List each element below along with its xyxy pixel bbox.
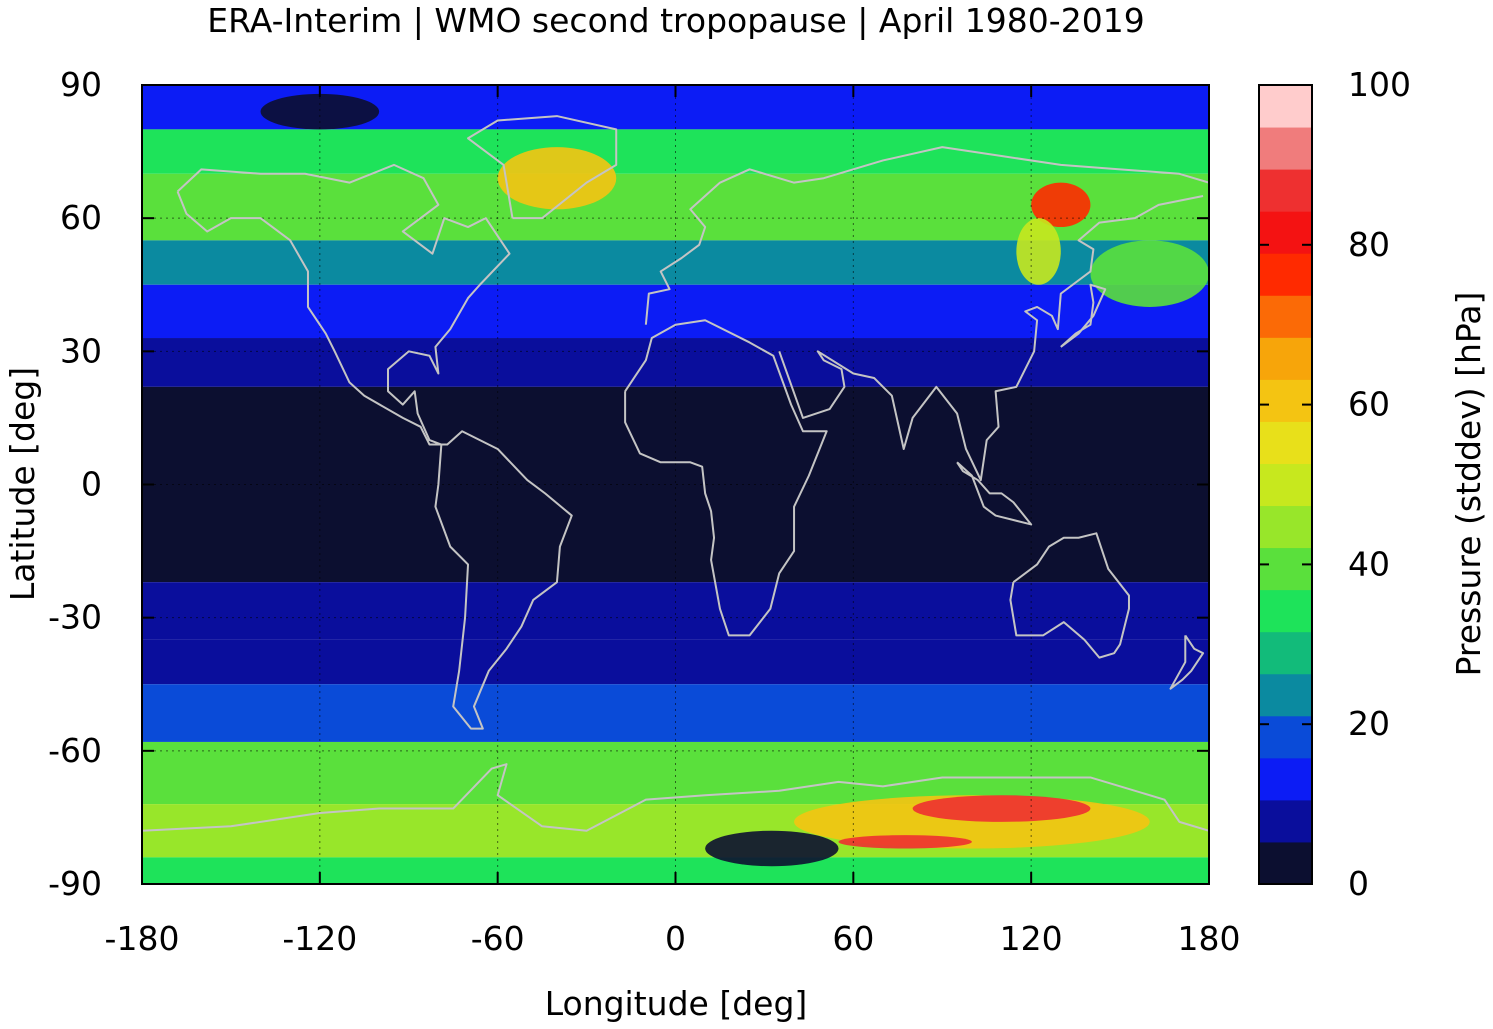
heat-region-2 xyxy=(1016,218,1061,285)
colorbar-swatch xyxy=(1259,127,1312,170)
y-axis: 90 60 30 0 -30 -60 -90 xyxy=(48,65,1209,903)
colorbar-swatch xyxy=(1259,799,1312,843)
colorbar-swatch xyxy=(1259,169,1312,212)
x-tick-label: -60 xyxy=(471,919,525,958)
x-tick-label: 120 xyxy=(1000,919,1063,958)
colorbar-tick-label: 100 xyxy=(1348,65,1411,104)
colorbar-tick-label: 0 xyxy=(1348,864,1369,903)
colorbar-swatch xyxy=(1259,631,1312,675)
colorbar-swatch xyxy=(1259,505,1312,549)
y-tick-label: -60 xyxy=(48,731,102,770)
y-axis-title: Latitude [deg] xyxy=(3,367,42,601)
x-tick-label: -120 xyxy=(282,919,357,958)
coastlines xyxy=(142,115,1209,832)
y-tick-label: -30 xyxy=(48,598,102,637)
colorbar-swatch xyxy=(1259,463,1312,507)
colorbar-swatch xyxy=(1259,295,1312,338)
colorbar-swatch xyxy=(1259,757,1312,801)
coastline-1 xyxy=(467,115,618,220)
y-tick-label: 60 xyxy=(60,198,102,237)
chart-title: ERA-Interim | WMO second tropopause | Ap… xyxy=(207,1,1144,40)
colorbar-tick-label: 20 xyxy=(1348,704,1390,743)
colorbar-swatch xyxy=(1259,547,1312,591)
x-tick-label: -180 xyxy=(105,919,180,958)
coastline-0 xyxy=(176,163,573,730)
colorbar-swatch xyxy=(1259,85,1312,128)
colorbar-swatch xyxy=(1259,673,1312,717)
y-tick-label: 90 xyxy=(60,65,102,104)
colorbar-swatch xyxy=(1259,589,1312,633)
heat-band-7 xyxy=(142,582,1209,640)
colorbar xyxy=(1258,84,1313,885)
y-tick-label: -90 xyxy=(48,864,102,903)
coastline-6 xyxy=(142,763,1209,832)
x-axis-title: Longitude [deg] xyxy=(545,984,808,1023)
colorbar-swatch xyxy=(1259,715,1312,759)
colorbar-title: Pressure (stddev) [hPa] xyxy=(1449,292,1488,677)
coastline-9 xyxy=(1169,634,1205,690)
heat-band-4 xyxy=(142,284,1209,339)
colorbar-swatch xyxy=(1259,253,1312,296)
coastline-8 xyxy=(1060,283,1107,348)
colorbar-swatch xyxy=(1259,421,1312,464)
heat-region-6 xyxy=(705,830,839,867)
heat-region-1 xyxy=(1031,182,1091,228)
heat-region-4 xyxy=(912,795,1091,822)
coastline-7 xyxy=(956,461,1033,526)
colorbar-tick-label: 60 xyxy=(1348,385,1390,424)
colorbar-swatch xyxy=(1259,337,1312,380)
x-tick-label: 180 xyxy=(1178,919,1241,958)
grid xyxy=(142,85,1209,884)
heat-region-0 xyxy=(497,147,617,210)
x-tick-label: 60 xyxy=(832,919,874,958)
colorbar-swatch xyxy=(1259,841,1312,885)
coastline-2 xyxy=(644,146,1209,325)
heat-region-8 xyxy=(1090,240,1209,307)
colorbar-swatch xyxy=(1259,211,1312,254)
y-tick-label: 0 xyxy=(81,465,102,504)
y-tick-label: 30 xyxy=(60,331,102,370)
heat-band-9 xyxy=(142,684,1209,742)
heat-region-5 xyxy=(838,835,972,849)
colorbar-swatch xyxy=(1259,379,1312,422)
colorbar-tick-label: 80 xyxy=(1348,225,1390,264)
coastline-4 xyxy=(778,194,1204,482)
colorbar-tick-label: 40 xyxy=(1348,544,1390,583)
colorbar-frame xyxy=(1258,84,1313,885)
coastline-3 xyxy=(624,319,828,637)
heat-region-7 xyxy=(260,93,380,130)
x-tick-label: 0 xyxy=(665,919,686,958)
x-axis: -180 -120 -60 0 60 120 180 xyxy=(105,85,1241,958)
coastline-5 xyxy=(1009,532,1130,659)
colorbar-ticks: 0 20 40 60 80 100 xyxy=(1259,65,1411,903)
